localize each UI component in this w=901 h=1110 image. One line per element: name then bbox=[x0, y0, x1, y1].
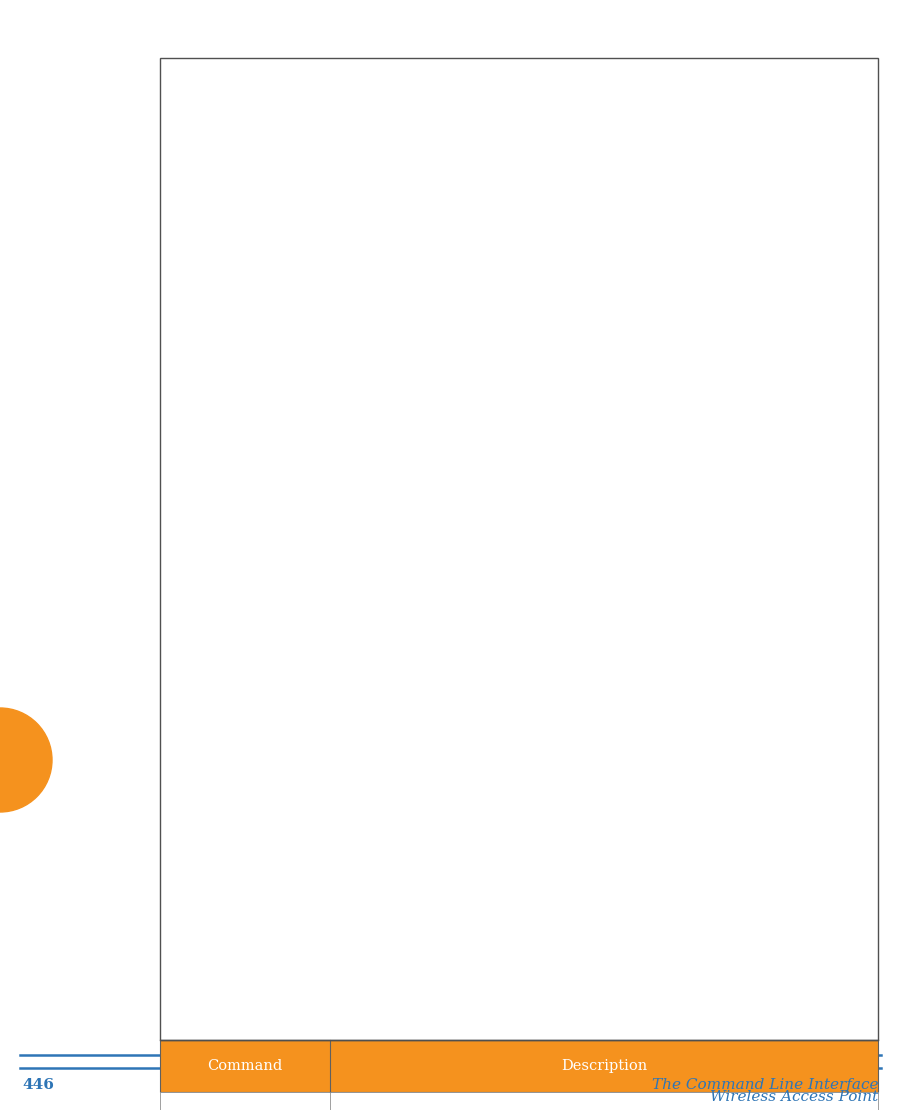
Text: 446: 446 bbox=[22, 1078, 54, 1092]
Text: Wireless Access Point: Wireless Access Point bbox=[710, 1090, 878, 1104]
Text: Description: Description bbox=[561, 1059, 647, 1073]
Circle shape bbox=[0, 708, 52, 813]
Bar bbox=[160, 58, 878, 1040]
Text: Command: Command bbox=[207, 1059, 283, 1073]
Bar bbox=[160, 1092, 878, 1110]
Text: The Command Line Interface: The Command Line Interface bbox=[651, 1078, 878, 1092]
Bar bbox=[160, 1040, 878, 1092]
